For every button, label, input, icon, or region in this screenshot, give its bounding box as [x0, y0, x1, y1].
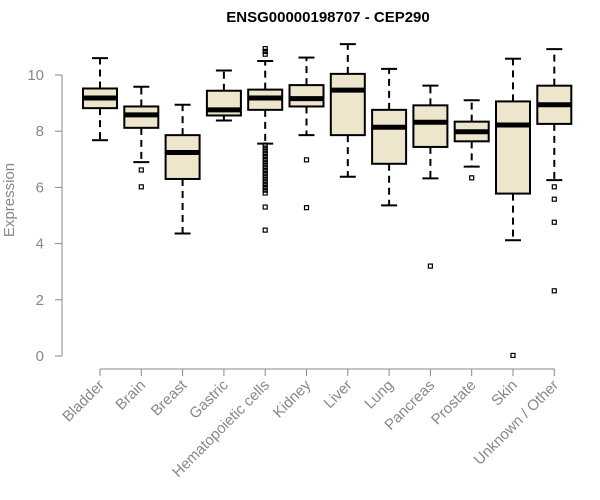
y-axis-label: Expression [1, 163, 18, 237]
box-group [495, 57, 531, 359]
box-group [247, 45, 284, 233]
x-tick-label: Skin [488, 377, 521, 410]
x-tick-label: Bladder [59, 377, 108, 426]
outlier-point [551, 219, 557, 225]
y-tick-label: 4 [36, 236, 44, 253]
outlier-point [262, 45, 268, 52]
outlier-point [262, 176, 268, 182]
x-tick-label: Liver [321, 377, 356, 412]
outlier-point [303, 157, 310, 163]
box-group [536, 48, 573, 294]
outlier-point [303, 205, 310, 211]
outlier-point [262, 167, 268, 174]
outlier-point [262, 190, 268, 196]
outlier-point [262, 165, 268, 171]
box-group [371, 67, 408, 207]
box-body [288, 84, 325, 108]
box-body [164, 134, 201, 180]
outlier-point [551, 288, 557, 294]
y-tick-label: 2 [36, 292, 44, 309]
box-group [453, 99, 490, 181]
box-body [495, 100, 531, 195]
outlier-point [427, 263, 433, 269]
outlier-point [262, 159, 268, 165]
outlier-point [262, 179, 268, 185]
y-axis: 0 2 4 6 8 10 [27, 67, 63, 365]
outlier-point [262, 184, 268, 190]
outlier-point [262, 151, 268, 157]
box-group [205, 69, 242, 122]
box-body [412, 104, 449, 148]
outlier-point [262, 173, 268, 179]
outlier-point [138, 167, 144, 173]
boxes-group [82, 43, 573, 359]
outlier-point [262, 162, 268, 168]
outlier-point [262, 148, 268, 154]
box-group [82, 57, 118, 142]
outlier-point [551, 184, 557, 190]
outlier-point [262, 153, 268, 160]
outlier-point [262, 204, 268, 210]
outlier-point [469, 175, 475, 181]
x-tick-label: Prostate [428, 377, 480, 429]
x-tick-label: Breast [148, 376, 191, 419]
outlier-point [262, 227, 268, 233]
outlier-point [262, 181, 268, 188]
y-tick-label: 6 [36, 179, 44, 196]
y-tick-label: 10 [27, 67, 44, 84]
x-tick-label: Kidney [270, 376, 315, 421]
box-group [123, 85, 160, 190]
y-tick-label: 0 [36, 348, 44, 365]
x-tick-label: Lung [361, 377, 397, 413]
outlier-point [262, 142, 268, 148]
outlier-point [551, 196, 557, 202]
y-tick-label: 8 [36, 123, 44, 140]
outlier-point [262, 145, 268, 151]
x-tick-label: Brain [112, 377, 149, 414]
box-group [412, 84, 449, 269]
outlier-point [510, 352, 516, 359]
box-group [329, 43, 366, 178]
outlier-point [262, 51, 268, 57]
outlier-point [262, 48, 268, 54]
outlier-point [138, 184, 144, 190]
box-body [329, 72, 366, 137]
chart-title: ENSG00000198707 - CEP290 [226, 9, 429, 26]
outlier-point [262, 187, 268, 193]
box-group [164, 103, 201, 235]
box-group [288, 56, 325, 211]
box-body [371, 108, 408, 165]
outlier-point [262, 156, 268, 162]
outlier-point [262, 170, 268, 176]
